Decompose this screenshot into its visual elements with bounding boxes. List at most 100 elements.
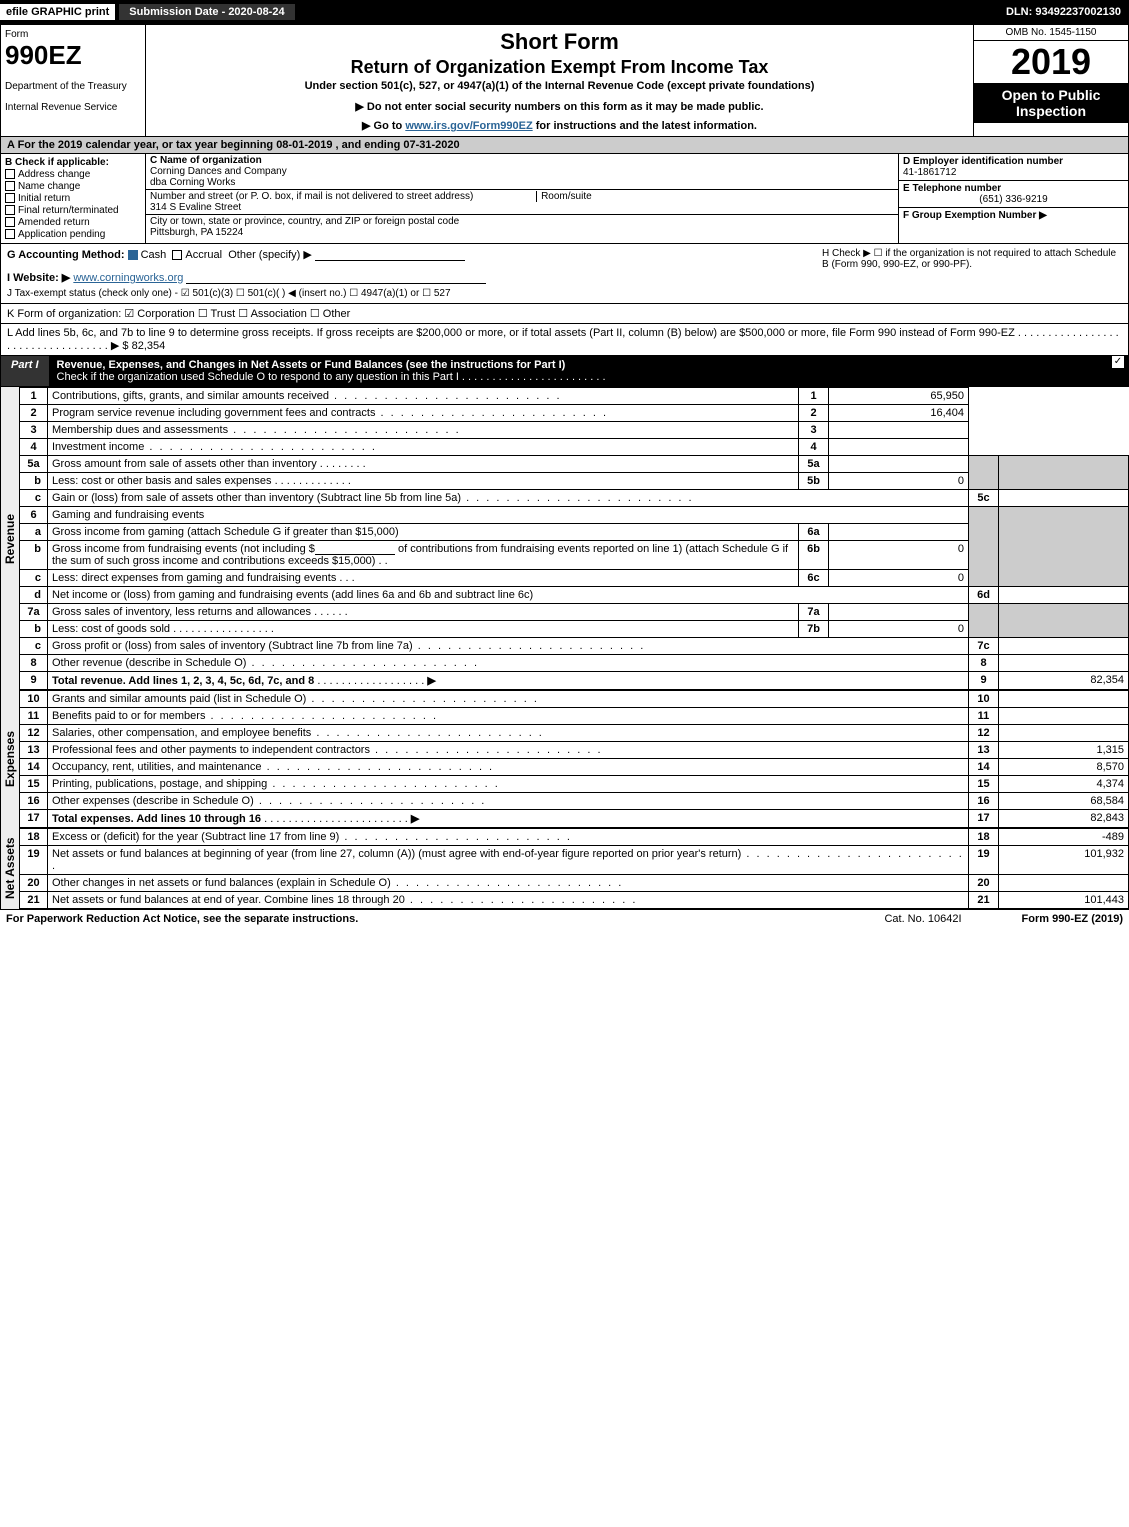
tax-year: 2019	[974, 41, 1128, 83]
website-line	[186, 272, 486, 284]
table-row: 2Program service revenue including gover…	[20, 405, 1129, 422]
goto-link[interactable]: www.irs.gov/Form990EZ	[405, 120, 532, 132]
row-a-tax-year: A For the 2019 calendar year, or tax yea…	[0, 137, 1129, 154]
submission-date: Submission Date - 2020-08-24	[119, 4, 294, 20]
h-check: H Check ▶ ☐ if the organization is not r…	[822, 248, 1122, 299]
table-row: 6Gaming and fundraising events	[20, 507, 1129, 524]
revenue-table: 1Contributions, gifts, grants, and simil…	[19, 387, 1129, 690]
table-row: dNet income or (loss) from gaming and fu…	[20, 587, 1129, 604]
e-phone: E Telephone number (651) 336-9219	[899, 181, 1128, 208]
street-label: Number and street (or P. O. box, if mail…	[150, 191, 473, 202]
row-l: L Add lines 5b, 6c, and 7b to line 9 to …	[0, 324, 1129, 356]
efile-label[interactable]: efile GRAPHIC print	[0, 4, 115, 20]
goto-line: ▶ Go to www.irs.gov/Form990EZ for instru…	[154, 119, 965, 132]
i-label: I Website: ▶	[7, 272, 70, 284]
col-def: D Employer identification number 41-1861…	[898, 154, 1128, 243]
c-name-label: C Name of organization	[150, 155, 894, 166]
form-header: Form 990EZ Department of the Treasury In…	[0, 24, 1129, 137]
b-label: B Check if applicable:	[5, 157, 141, 168]
cat-no: Cat. No. 10642I	[884, 913, 961, 925]
city-label: City or town, state or province, country…	[150, 216, 894, 227]
dept-treasury: Department of the Treasury	[5, 81, 141, 92]
org-name: Corning Dances and Company	[150, 166, 894, 177]
header-mid: Short Form Return of Organization Exempt…	[146, 25, 973, 136]
chk-cash-icon	[128, 250, 138, 260]
omb-number: OMB No. 1545-1150	[974, 25, 1128, 41]
chk-application[interactable]: Application pending	[5, 229, 141, 240]
g-other-input[interactable]	[315, 249, 465, 261]
expenses-table: 10Grants and similar amounts paid (list …	[19, 690, 1129, 828]
d-label: D Employer identification number	[903, 156, 1124, 167]
top-bar: efile GRAPHIC print Submission Date - 20…	[0, 0, 1129, 24]
c-street-row: Number and street (or P. O. box, if mail…	[146, 190, 898, 215]
table-row: 3Membership dues and assessments3	[20, 422, 1129, 439]
chk-initial[interactable]: Initial return	[5, 193, 141, 204]
j-tax-exempt: J Tax-exempt status (check only one) - ☑…	[7, 288, 822, 299]
page-footer: For Paperwork Reduction Act Notice, see …	[0, 909, 1129, 928]
section-bcdef: B Check if applicable: Address change Na…	[0, 154, 1129, 244]
dln: DLN: 93492237002130	[998, 4, 1129, 20]
part1-label: Part I	[1, 356, 49, 386]
netassets-block: Net Assets 18Excess or (deficit) for the…	[0, 828, 1129, 909]
table-row: 15Printing, publications, postage, and s…	[20, 776, 1129, 793]
side-expenses: Expenses	[1, 690, 19, 828]
d-ein: D Employer identification number 41-1861…	[899, 154, 1128, 181]
e-value: (651) 336-9219	[903, 194, 1124, 205]
schedule-o-check-icon: ✓	[1112, 356, 1124, 368]
table-row: bLess: cost or other basis and sales exp…	[20, 473, 1129, 490]
street: 314 S Evaline Street	[150, 202, 894, 213]
table-row: bGross income from fundraising events (n…	[20, 541, 1129, 570]
table-row: 1Contributions, gifts, grants, and simil…	[20, 388, 1129, 405]
col-c: C Name of organization Corning Dances an…	[146, 154, 898, 243]
table-row: 9Total revenue. Add lines 1, 2, 3, 4, 5c…	[20, 672, 1129, 690]
table-row: cGain or (loss) from sale of assets othe…	[20, 490, 1129, 507]
row-ghij: G Accounting Method: Cash Accrual Other …	[0, 244, 1129, 304]
table-row: 21Net assets or fund balances at end of …	[20, 892, 1129, 909]
table-row: 5aGross amount from sale of assets other…	[20, 456, 1129, 473]
g-accounting: G Accounting Method: Cash Accrual Other …	[7, 248, 822, 261]
form-label: Form	[5, 29, 141, 40]
table-row: cLess: direct expenses from gaming and f…	[20, 570, 1129, 587]
chk-address[interactable]: Address change	[5, 169, 141, 180]
table-row: 11Benefits paid to or for members11	[20, 708, 1129, 725]
short-form-title: Short Form	[154, 29, 965, 55]
i-website: I Website: ▶ www.corningworks.org	[7, 271, 822, 284]
irs-label: Internal Revenue Service	[5, 102, 141, 113]
goto-post: for instructions and the latest informat…	[533, 120, 757, 132]
chk-accrual-icon	[172, 250, 182, 260]
pra-notice: For Paperwork Reduction Act Notice, see …	[6, 913, 358, 925]
d-value: 41-1861712	[903, 167, 1124, 178]
form-number: 990EZ	[5, 40, 141, 71]
f-label: F Group Exemption Number ▶	[903, 210, 1124, 221]
part1-header: Part I Revenue, Expenses, and Changes in…	[0, 356, 1129, 387]
goto-pre: ▶ Go to	[362, 120, 405, 132]
under-section: Under section 501(c), 527, or 4947(a)(1)…	[154, 80, 965, 92]
ssn-notice: ▶ Do not enter social security numbers o…	[154, 100, 965, 113]
table-row: 12Salaries, other compensation, and empl…	[20, 725, 1129, 742]
table-row: 20Other changes in net assets or fund ba…	[20, 875, 1129, 892]
open-public: Open to Public Inspection	[974, 83, 1128, 123]
g-label: G Accounting Method:	[7, 249, 125, 261]
table-row: 13Professional fees and other payments t…	[20, 742, 1129, 759]
table-row: 4Investment income4	[20, 439, 1129, 456]
return-title: Return of Organization Exempt From Incom…	[154, 57, 965, 78]
chk-amended[interactable]: Amended return	[5, 217, 141, 228]
org-dba: dba Corning Works	[150, 177, 894, 188]
header-left: Form 990EZ Department of the Treasury In…	[1, 25, 146, 136]
city: Pittsburgh, PA 15224	[150, 227, 894, 238]
chk-name[interactable]: Name change	[5, 181, 141, 192]
f-group: F Group Exemption Number ▶	[899, 208, 1128, 223]
e-label: E Telephone number	[903, 183, 1124, 194]
chk-final[interactable]: Final return/terminated	[5, 205, 141, 216]
form-ref: Form 990-EZ (2019)	[1022, 913, 1123, 925]
c-name-row: C Name of organization Corning Dances an…	[146, 154, 898, 190]
header-right: OMB No. 1545-1150 2019 Open to Public In…	[973, 25, 1128, 136]
table-row: aGross income from gaming (attach Schedu…	[20, 524, 1129, 541]
side-revenue: Revenue	[1, 387, 19, 690]
website-link[interactable]: www.corningworks.org	[73, 272, 183, 284]
row-k: K Form of organization: ☑ Corporation ☐ …	[0, 304, 1129, 324]
table-row: bLess: cost of goods sold . . . . . . . …	[20, 621, 1129, 638]
table-row: 19Net assets or fund balances at beginni…	[20, 846, 1129, 875]
table-row: 8Other revenue (describe in Schedule O)8	[20, 655, 1129, 672]
gh-left: G Accounting Method: Cash Accrual Other …	[7, 248, 822, 299]
